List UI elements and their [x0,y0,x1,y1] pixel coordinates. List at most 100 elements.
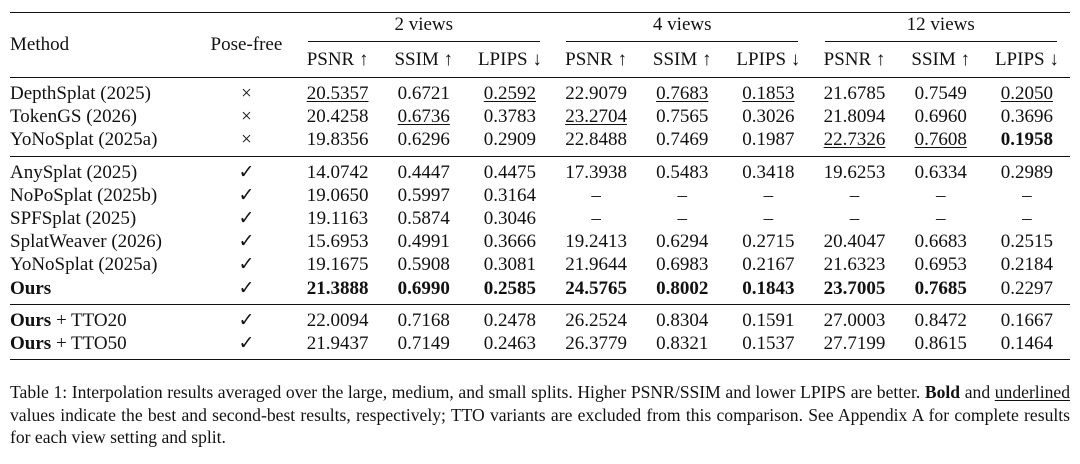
metric-value: 0.8304 [656,309,709,331]
metric-value: 0.7168 [397,309,450,331]
metric-value-cell: 0.5908 [381,253,467,276]
method-name: TokenGS (2026) [10,106,137,128]
cross-icon: × [241,83,252,105]
metric-value: 0.8321 [656,332,709,354]
metric-value: 20.4258 [306,106,369,128]
metric-value-cell: 0.7685 [897,276,984,305]
metric-value-cell: 19.0650 [295,184,381,207]
metric-value-cell: 0.5997 [381,184,467,207]
metric-value-cell: 23.7005 [811,276,898,305]
method-name: YoNoSplat (2025a) [10,129,158,151]
metric-value-cell: 24.5765 [552,276,640,305]
metric-value: – [849,208,860,230]
metric-value-cell: 0.3164 [467,184,553,207]
metric-value: 0.5997 [397,184,450,206]
table-row: DepthSplat (2025) × 20.5357 0.6721 0.2592 22.… [10,78,1070,106]
metric-value: – [1022,184,1032,206]
metric-value: 0.1591 [742,309,795,331]
cross-icon: × [241,106,252,128]
metric-value-cell: 0.7683 [639,78,725,106]
metric-value-cell: 21.8094 [811,105,897,128]
metric-value-cell: 0.3666 [467,230,553,253]
metric-value-cell: 0.7469 [639,128,726,157]
metric-value-cell: 0.3418 [725,156,811,184]
metric-value-cell: 22.7326 [811,128,898,157]
metric-value-cell: 0.8321 [639,331,726,361]
metric-value: 0.7683 [656,83,709,105]
metric-value: 0.4475 [483,161,537,183]
metric-value: 0.1958 [1000,129,1053,151]
metric-value: 20.4047 [823,231,886,253]
method-cell: AnySplat (2025) [10,156,198,184]
method-cell: YoNoSplat (2025a) [10,253,198,276]
caption-text-2: and [960,382,995,402]
metric-value-cell: – [725,207,811,230]
table-row: Ours + TTO20 ✓ 22.0094 0.7168 0.2478 26.2524 0… [10,304,1070,332]
method-suffix: + TTO20 [51,309,127,331]
metric-value-cell: 23.2704 [553,105,639,128]
table-header: Method Pose-free 2 views 4 views 12 view… [10,0,1070,78]
metric-value: 23.2704 [565,106,627,128]
metric-value-cell: – [898,184,984,207]
header-metric: PSNR ↑ [552,43,640,78]
metric-value-cell: 0.3026 [725,105,811,128]
metric-value-cell: 21.9644 [553,253,639,276]
table-row: NoPoSplat (2025b) ✓ 19.0650 0.5997 0.3164 – – –… [10,184,1070,207]
metric-value-cell: 17.3938 [553,156,639,184]
metric-value: 19.1675 [306,254,369,276]
metric-value: 19.0650 [306,184,369,206]
header-metric: SSIM ↑ [897,43,984,78]
metric-value-cell: 0.2050 [984,78,1070,106]
metric-value-cell: – [553,184,639,207]
metric-value-cell: 0.3046 [467,207,553,230]
metric-value-cell: 0.8615 [897,331,984,361]
metric-value-cell: 22.9079 [553,78,639,106]
check-icon: ✓ [198,331,295,361]
metric-value: 0.5483 [656,161,709,183]
method-cell: Ours [10,276,199,305]
metric-value-cell: 0.2515 [984,230,1070,253]
method-cell: SplatWeaver (2026) [10,230,198,253]
metric-value: 0.5908 [397,254,450,276]
method-name: NoPoSplat (2025b) [10,184,158,206]
metric-value: 0.8002 [656,277,709,299]
metric-value: 0.3081 [483,254,537,276]
metric-value-cell: 21.3888 [294,276,381,305]
metric-value: 0.3046 [483,208,537,230]
metric-value-cell: – [811,207,897,230]
metric-value: 19.6253 [823,161,886,183]
metric-value: 0.1987 [742,129,795,151]
metric-value: 0.8472 [914,309,967,331]
table-row: TokenGS (2026) × 20.4258 0.6736 0.3783 23.270… [10,105,1070,128]
metric-value-cell: – [898,207,984,230]
metric-value-cell: 0.5874 [381,207,467,230]
metric-value: 0.1843 [742,277,795,299]
metric-value: 0.6960 [914,106,967,128]
metric-value-cell: 0.1464 [983,331,1070,361]
metric-value: 22.9079 [565,83,627,105]
metric-value-cell: 0.6736 [381,105,467,128]
metric-value-cell: 0.2184 [984,253,1070,276]
metric-value: 26.2524 [565,309,627,331]
caption-text-3: values indicate the best and second-best… [10,404,1070,448]
metric-value: 0.6990 [397,277,450,299]
metric-value: – [935,184,946,206]
metric-value: 0.1537 [742,332,795,354]
metric-value: 23.7005 [823,277,886,299]
metric-value-cell: 26.3779 [552,331,640,361]
metric-value-cell: 0.6296 [380,128,467,157]
metric-value-cell: 0.6990 [380,276,467,305]
metric-value-cell: 0.1591 [725,304,811,332]
method-cell: Ours + TTO20 [10,304,198,332]
table-body: DepthSplat (2025) × 20.5357 0.6721 0.2592 22.… [10,78,1070,361]
header-group-4-views: 4 views [553,13,811,44]
metric-value-cell: 14.0742 [295,156,381,184]
metric-value: – [763,208,774,230]
metric-value: 0.7685 [914,277,967,299]
metric-value-cell: 0.8002 [639,276,726,305]
metric-value: 0.2909 [483,129,537,151]
metric-value: 0.2515 [1000,231,1053,253]
caption-text-1: Table 1: Interpolation results averaged … [10,382,925,402]
method-name: SPFSplat (2025) [10,208,137,230]
header-group-2-views: 2 views [295,13,553,44]
